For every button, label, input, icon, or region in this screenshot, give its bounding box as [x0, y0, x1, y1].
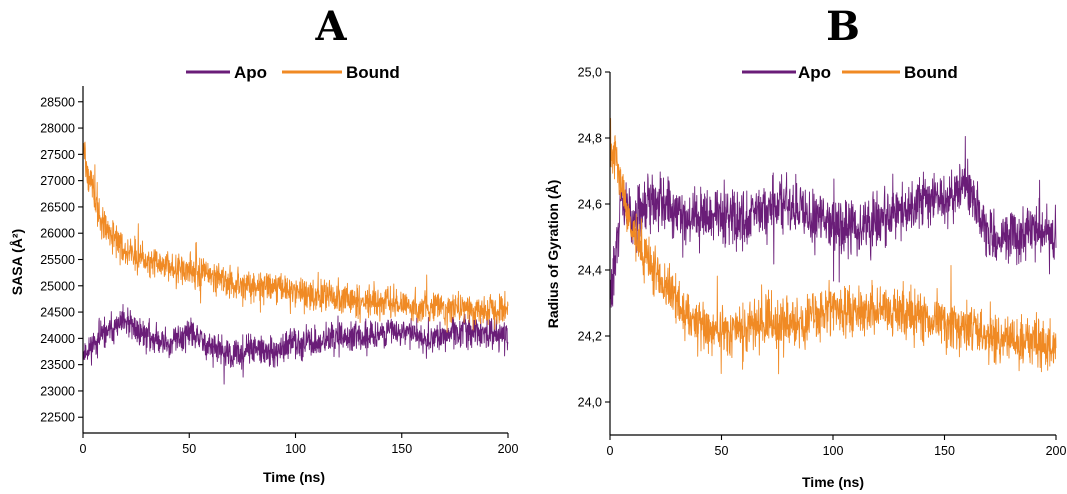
panel-a-x-tick-label: 150: [391, 442, 412, 456]
panel-b-legend-apo-label: Apo: [798, 63, 831, 82]
panel-a-y-tick-label: 24500: [40, 306, 75, 320]
panel-a-x-tick-label: 100: [285, 442, 306, 456]
panel-b-y-tick-label: 24,8: [578, 132, 602, 146]
panel-b-x-tick-label: 50: [715, 444, 729, 458]
panel-a-series-bound-line: [82, 141, 509, 333]
panel-b: B Apo Bound 0 50 100 150 200 24,0 24,2 24,4 24,6…: [545, 3, 1066, 490]
panel-a-label: A: [314, 3, 347, 50]
panel-a-series-apo-line: [82, 304, 509, 385]
panel-b-y-tick-label: 24,6: [578, 198, 602, 212]
panel-a-y-tick-label: 23000: [40, 384, 75, 398]
panel-b-series-apo-line: [609, 135, 1057, 308]
panel-a-y-tick-label: 27500: [40, 148, 75, 162]
panel-a-y-tick-label: 23500: [40, 358, 75, 372]
panel-a-y-tick-label: 24000: [40, 332, 75, 346]
panel-b-x-tick-label: 0: [607, 444, 614, 458]
panel-a-y-axis-title: SASA (Å²): [9, 229, 25, 295]
panel-b-series-bound-line: [609, 118, 1057, 375]
panel-a-y-tick-label: 28000: [40, 122, 75, 136]
panel-b-x-tick-label: 150: [934, 444, 955, 458]
panel-b-legend-bound-label: Bound: [904, 63, 958, 82]
panel-a-x-tick-label: 0: [80, 442, 87, 456]
panel-b-plot: 0 50 100 150 200 24,0 24,2 24,4 24,6 24,8 25,0: [578, 66, 1067, 459]
panel-a-x-axis-title: Time (ns): [263, 469, 325, 485]
panel-a-plot: 0 50 100 150 200 22500 23000 23500 24000 24500 250…: [40, 86, 518, 456]
panel-b-x-axis-title: Time (ns): [802, 474, 864, 490]
panel-a-y-tick-label: 26000: [40, 227, 75, 241]
panel-a-legend: Apo Bound: [186, 63, 400, 82]
panel-b-x-tick-label: 100: [823, 444, 844, 458]
panel-a-y-tick-label: 28500: [40, 95, 75, 109]
panel-a-legend-apo-label: Apo: [234, 63, 267, 82]
panel-a-y-tick-label: 27000: [40, 174, 75, 188]
panel-b-label: B: [826, 3, 860, 50]
panel-b-y-tick-label: 24,2: [578, 330, 602, 344]
panel-a-y-tick-label: 25000: [40, 279, 75, 293]
panel-a-x-tick-label: 50: [182, 442, 196, 456]
panel-a-y-tick-label: 22500: [40, 411, 75, 425]
panel-b-legend: Apo Bound: [742, 63, 958, 82]
panel-a-x-tick-label: 200: [498, 442, 519, 456]
panel-b-x-tick-label: 200: [1046, 444, 1067, 458]
panel-b-y-tick-label: 24,0: [578, 396, 602, 410]
panel-a-y-tick-label: 26500: [40, 200, 75, 214]
panel-a: A Apo Bound 0 50 100 150 200 22500 23000 23500 2…: [9, 3, 518, 485]
panel-b-y-tick-label: 24,4: [578, 264, 602, 278]
panel-a-legend-bound-label: Bound: [346, 63, 400, 82]
panel-b-y-axis-title: Radius of Gyration (Å): [545, 180, 561, 329]
panel-b-y-tick-label: 25,0: [578, 66, 602, 80]
panel-a-y-tick-label: 25500: [40, 253, 75, 267]
